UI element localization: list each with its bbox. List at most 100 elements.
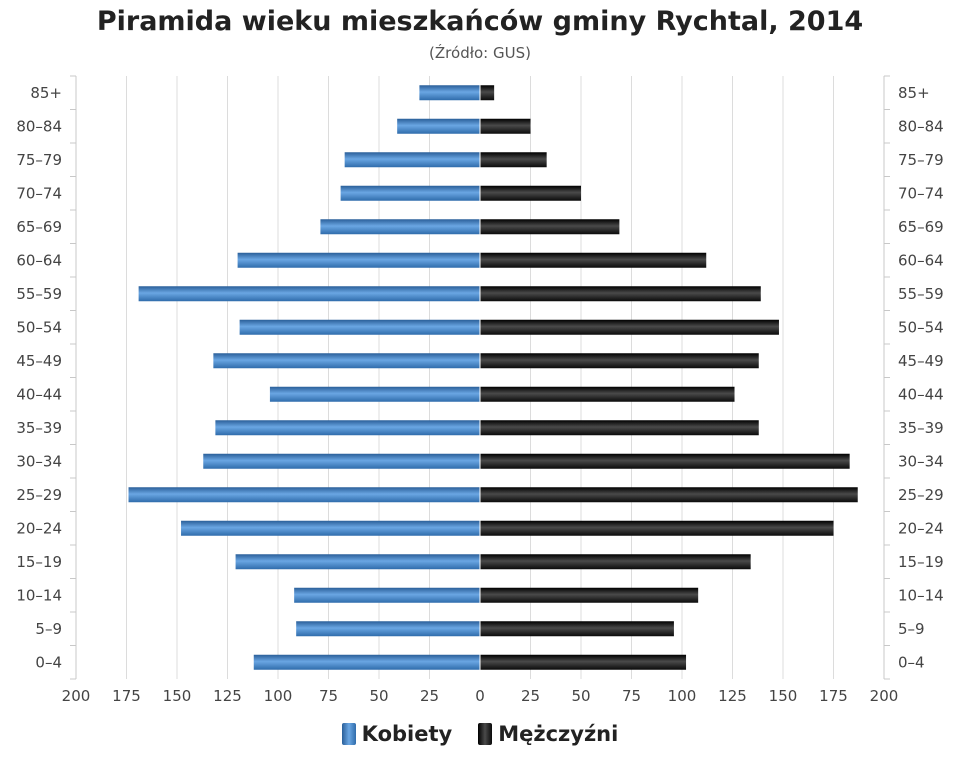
chart-subtitle: (Źródło: GUS) bbox=[429, 44, 531, 62]
y-tick-label-right: 60–64 bbox=[898, 251, 944, 269]
x-tick-label: 25 bbox=[420, 687, 439, 705]
x-tick-label: 150 bbox=[163, 687, 192, 705]
x-tick-label: 200 bbox=[62, 687, 91, 705]
y-tick-label-left: 20–24 bbox=[16, 519, 62, 537]
bar-mezczyzni bbox=[480, 252, 707, 268]
y-tick-label-right: 25–29 bbox=[898, 486, 944, 504]
bar-mezczyzni bbox=[480, 520, 834, 536]
y-tick-label-left: 40–44 bbox=[16, 385, 62, 403]
x-tick-label: 125 bbox=[718, 687, 747, 705]
bar-mezczyzni bbox=[480, 219, 620, 235]
bar-kobiety bbox=[344, 152, 480, 168]
y-tick-label-right: 35–39 bbox=[898, 419, 944, 437]
y-tick-label-left: 30–34 bbox=[16, 452, 62, 470]
y-tick-label-left: 15–19 bbox=[16, 553, 62, 571]
x-tick-label: 50 bbox=[369, 687, 388, 705]
x-tick-label: 100 bbox=[264, 687, 293, 705]
y-tick-label-right: 5–9 bbox=[898, 620, 925, 638]
bar-mezczyzni bbox=[480, 353, 759, 369]
y-tick-label-left: 35–39 bbox=[16, 419, 62, 437]
x-tick-label: 50 bbox=[571, 687, 590, 705]
bar-kobiety bbox=[181, 520, 481, 536]
bar-kobiety bbox=[203, 453, 480, 469]
x-tick-label: 75 bbox=[319, 687, 338, 705]
y-tick-label-left: 10–14 bbox=[16, 586, 62, 604]
bar-kobiety bbox=[419, 85, 480, 101]
y-tick-label-left: 50–54 bbox=[16, 318, 62, 336]
bar-mezczyzni bbox=[480, 319, 779, 335]
y-tick-label-left: 5–9 bbox=[35, 620, 62, 638]
y-tick-label-right: 20–24 bbox=[898, 519, 944, 537]
bar-kobiety bbox=[138, 286, 480, 302]
bar-kobiety bbox=[296, 621, 480, 637]
bar-kobiety bbox=[215, 420, 480, 436]
x-tick-label: 0 bbox=[475, 687, 485, 705]
bar-mezczyzni bbox=[480, 118, 531, 134]
bar-mezczyzni bbox=[480, 621, 674, 637]
y-tick-label-right: 40–44 bbox=[898, 385, 944, 403]
bar-mezczyzni bbox=[480, 587, 699, 603]
bar-kobiety bbox=[294, 587, 480, 603]
y-tick-label-right: 50–54 bbox=[898, 318, 944, 336]
bar-mezczyzni bbox=[480, 487, 858, 503]
chart-title: Piramida wieku mieszkańców gminy Rychtal… bbox=[96, 6, 864, 37]
y-tick-label-right: 30–34 bbox=[898, 452, 944, 470]
y-tick-label-left: 75–79 bbox=[16, 151, 62, 169]
x-tick-label: 100 bbox=[668, 687, 697, 705]
bar-mezczyzni bbox=[480, 286, 761, 302]
bar-kobiety bbox=[128, 487, 480, 503]
legend-item-kobiety[interactable]: Kobiety bbox=[341, 722, 453, 746]
population-pyramid-chart: 200 175 150 125 100 75 50 25 0 25 50 75 100 125 150 175… bbox=[16, 75, 944, 705]
bar-mezczyzni bbox=[480, 420, 759, 436]
bar-kobiety bbox=[239, 319, 480, 335]
bar-mezczyzni bbox=[480, 85, 495, 101]
bar-mezczyzni bbox=[480, 386, 735, 402]
y-tick-label-right: 10–14 bbox=[898, 586, 944, 604]
y-tick-label-right: 65–69 bbox=[898, 218, 944, 236]
y-tick-label-left: 25–29 bbox=[16, 486, 62, 504]
legend-item-mezczyzni[interactable]: Mężczyźni bbox=[478, 722, 618, 746]
x-tick-label: 150 bbox=[769, 687, 798, 705]
bar-kobiety bbox=[340, 185, 480, 201]
x-tick-label: 200 bbox=[870, 687, 899, 705]
y-tick-label-right: 80–84 bbox=[898, 117, 944, 135]
y-tick-label-left: 80–84 bbox=[16, 117, 62, 135]
y-tick-label-right: 75–79 bbox=[898, 151, 944, 169]
y-tick-label-right: 15–19 bbox=[898, 553, 944, 571]
y-tick-label-left: 60–64 bbox=[16, 251, 62, 269]
y-tick-label-left: 55–59 bbox=[16, 285, 62, 303]
bar-kobiety bbox=[253, 654, 480, 670]
bar-kobiety bbox=[269, 386, 480, 402]
y-tick-label-left: 0–4 bbox=[35, 653, 62, 671]
bar-kobiety bbox=[320, 219, 480, 235]
bar-mezczyzni bbox=[480, 185, 581, 201]
bar-mezczyzni bbox=[480, 453, 850, 469]
legend-label-kobiety: Kobiety bbox=[361, 722, 453, 746]
y-tick-label-right: 85+ bbox=[898, 84, 930, 102]
y-tick-label-left: 70–74 bbox=[16, 184, 62, 202]
legend-swatch-mezczyzni bbox=[478, 723, 493, 745]
x-tick-label: 125 bbox=[213, 687, 242, 705]
bar-mezczyzni bbox=[480, 654, 687, 670]
y-tick-label-right: 70–74 bbox=[898, 184, 944, 202]
x-tick-label: 25 bbox=[521, 687, 540, 705]
y-tick-label-right: 45–49 bbox=[898, 352, 944, 370]
y-tick-label-left: 45–49 bbox=[16, 352, 62, 370]
bar-kobiety bbox=[235, 554, 480, 570]
y-tick-label-right: 0–4 bbox=[898, 653, 925, 671]
x-tick-label: 175 bbox=[112, 687, 141, 705]
bar-kobiety bbox=[237, 252, 480, 268]
x-tick-label: 75 bbox=[622, 687, 641, 705]
bar-kobiety bbox=[397, 118, 480, 134]
y-tick-label-right: 55–59 bbox=[898, 285, 944, 303]
legend-label-mezczyzni: Mężczyźni bbox=[498, 722, 619, 746]
y-tick-label-left: 85+ bbox=[30, 84, 62, 102]
x-tick-label: 175 bbox=[819, 687, 848, 705]
bar-mezczyzni bbox=[480, 152, 547, 168]
bar-kobiety bbox=[213, 353, 481, 369]
legend-swatch-kobiety bbox=[341, 723, 356, 745]
legend: Kobiety Mężczyźni bbox=[0, 722, 960, 746]
bar-mezczyzni bbox=[480, 554, 751, 570]
y-tick-label-left: 65–69 bbox=[16, 218, 62, 236]
